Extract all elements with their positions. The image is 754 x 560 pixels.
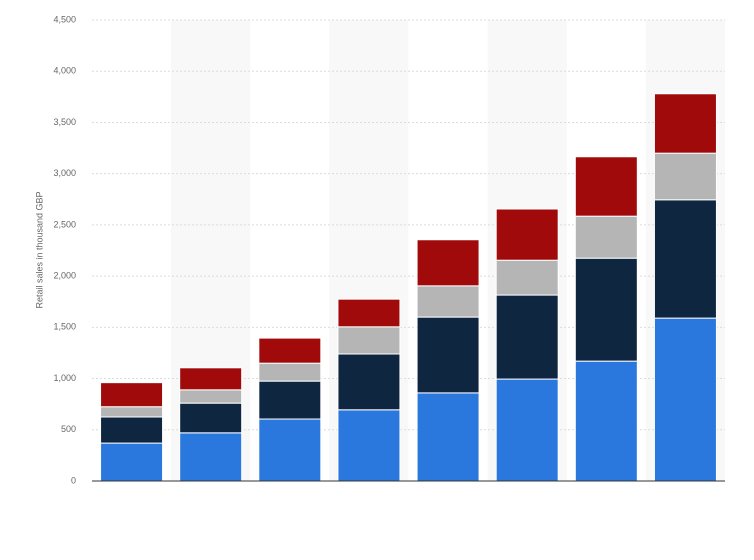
y-tick-label: 1,000 xyxy=(53,373,76,383)
bar-segment xyxy=(416,285,480,318)
bar-segment xyxy=(337,353,401,411)
y-tick-label: 2,000 xyxy=(53,270,76,280)
bar-segment xyxy=(179,432,243,482)
bar-segment xyxy=(179,367,243,391)
bar-segment xyxy=(258,418,322,482)
bar-segment xyxy=(258,380,322,420)
bar-segment xyxy=(574,215,638,259)
bar-segment xyxy=(258,337,322,364)
bar-segment xyxy=(653,93,717,154)
bar-segment xyxy=(495,259,559,296)
bar-segment xyxy=(337,326,401,355)
bar-segment xyxy=(100,416,164,444)
bar-segment xyxy=(416,392,480,482)
y-tick-label: 2,500 xyxy=(53,219,76,229)
bar-segment xyxy=(653,152,717,201)
bar-segment xyxy=(337,409,401,482)
bar-segment xyxy=(495,208,559,261)
bar-segment xyxy=(416,316,480,394)
y-tick-label: 0 xyxy=(71,475,76,485)
y-tick-label: 3,000 xyxy=(53,168,76,178)
bar-segment xyxy=(495,378,559,482)
bar-segment xyxy=(100,406,164,418)
bar-segment xyxy=(574,156,638,217)
bar-segment xyxy=(258,362,322,382)
bar-segment xyxy=(653,199,717,319)
bar-segment xyxy=(495,294,559,380)
bar-segment xyxy=(337,298,401,328)
y-tick-label: 4,000 xyxy=(53,66,76,76)
bar-segment xyxy=(653,317,717,482)
bar-segment xyxy=(574,257,638,362)
y-tick-label: 4,500 xyxy=(53,14,76,24)
bar-segment xyxy=(100,442,164,482)
bar-segment xyxy=(100,382,164,408)
y-tick-label: 1,500 xyxy=(53,322,76,332)
bar-segment xyxy=(179,402,243,434)
y-tick-label: 3,500 xyxy=(53,117,76,127)
y-axis-label: Retail sales in thousand GBP xyxy=(34,191,44,308)
bar-segment xyxy=(179,389,243,404)
bar-segment xyxy=(416,239,480,287)
bar-segment xyxy=(574,360,638,482)
y-tick-label: 500 xyxy=(61,424,76,434)
